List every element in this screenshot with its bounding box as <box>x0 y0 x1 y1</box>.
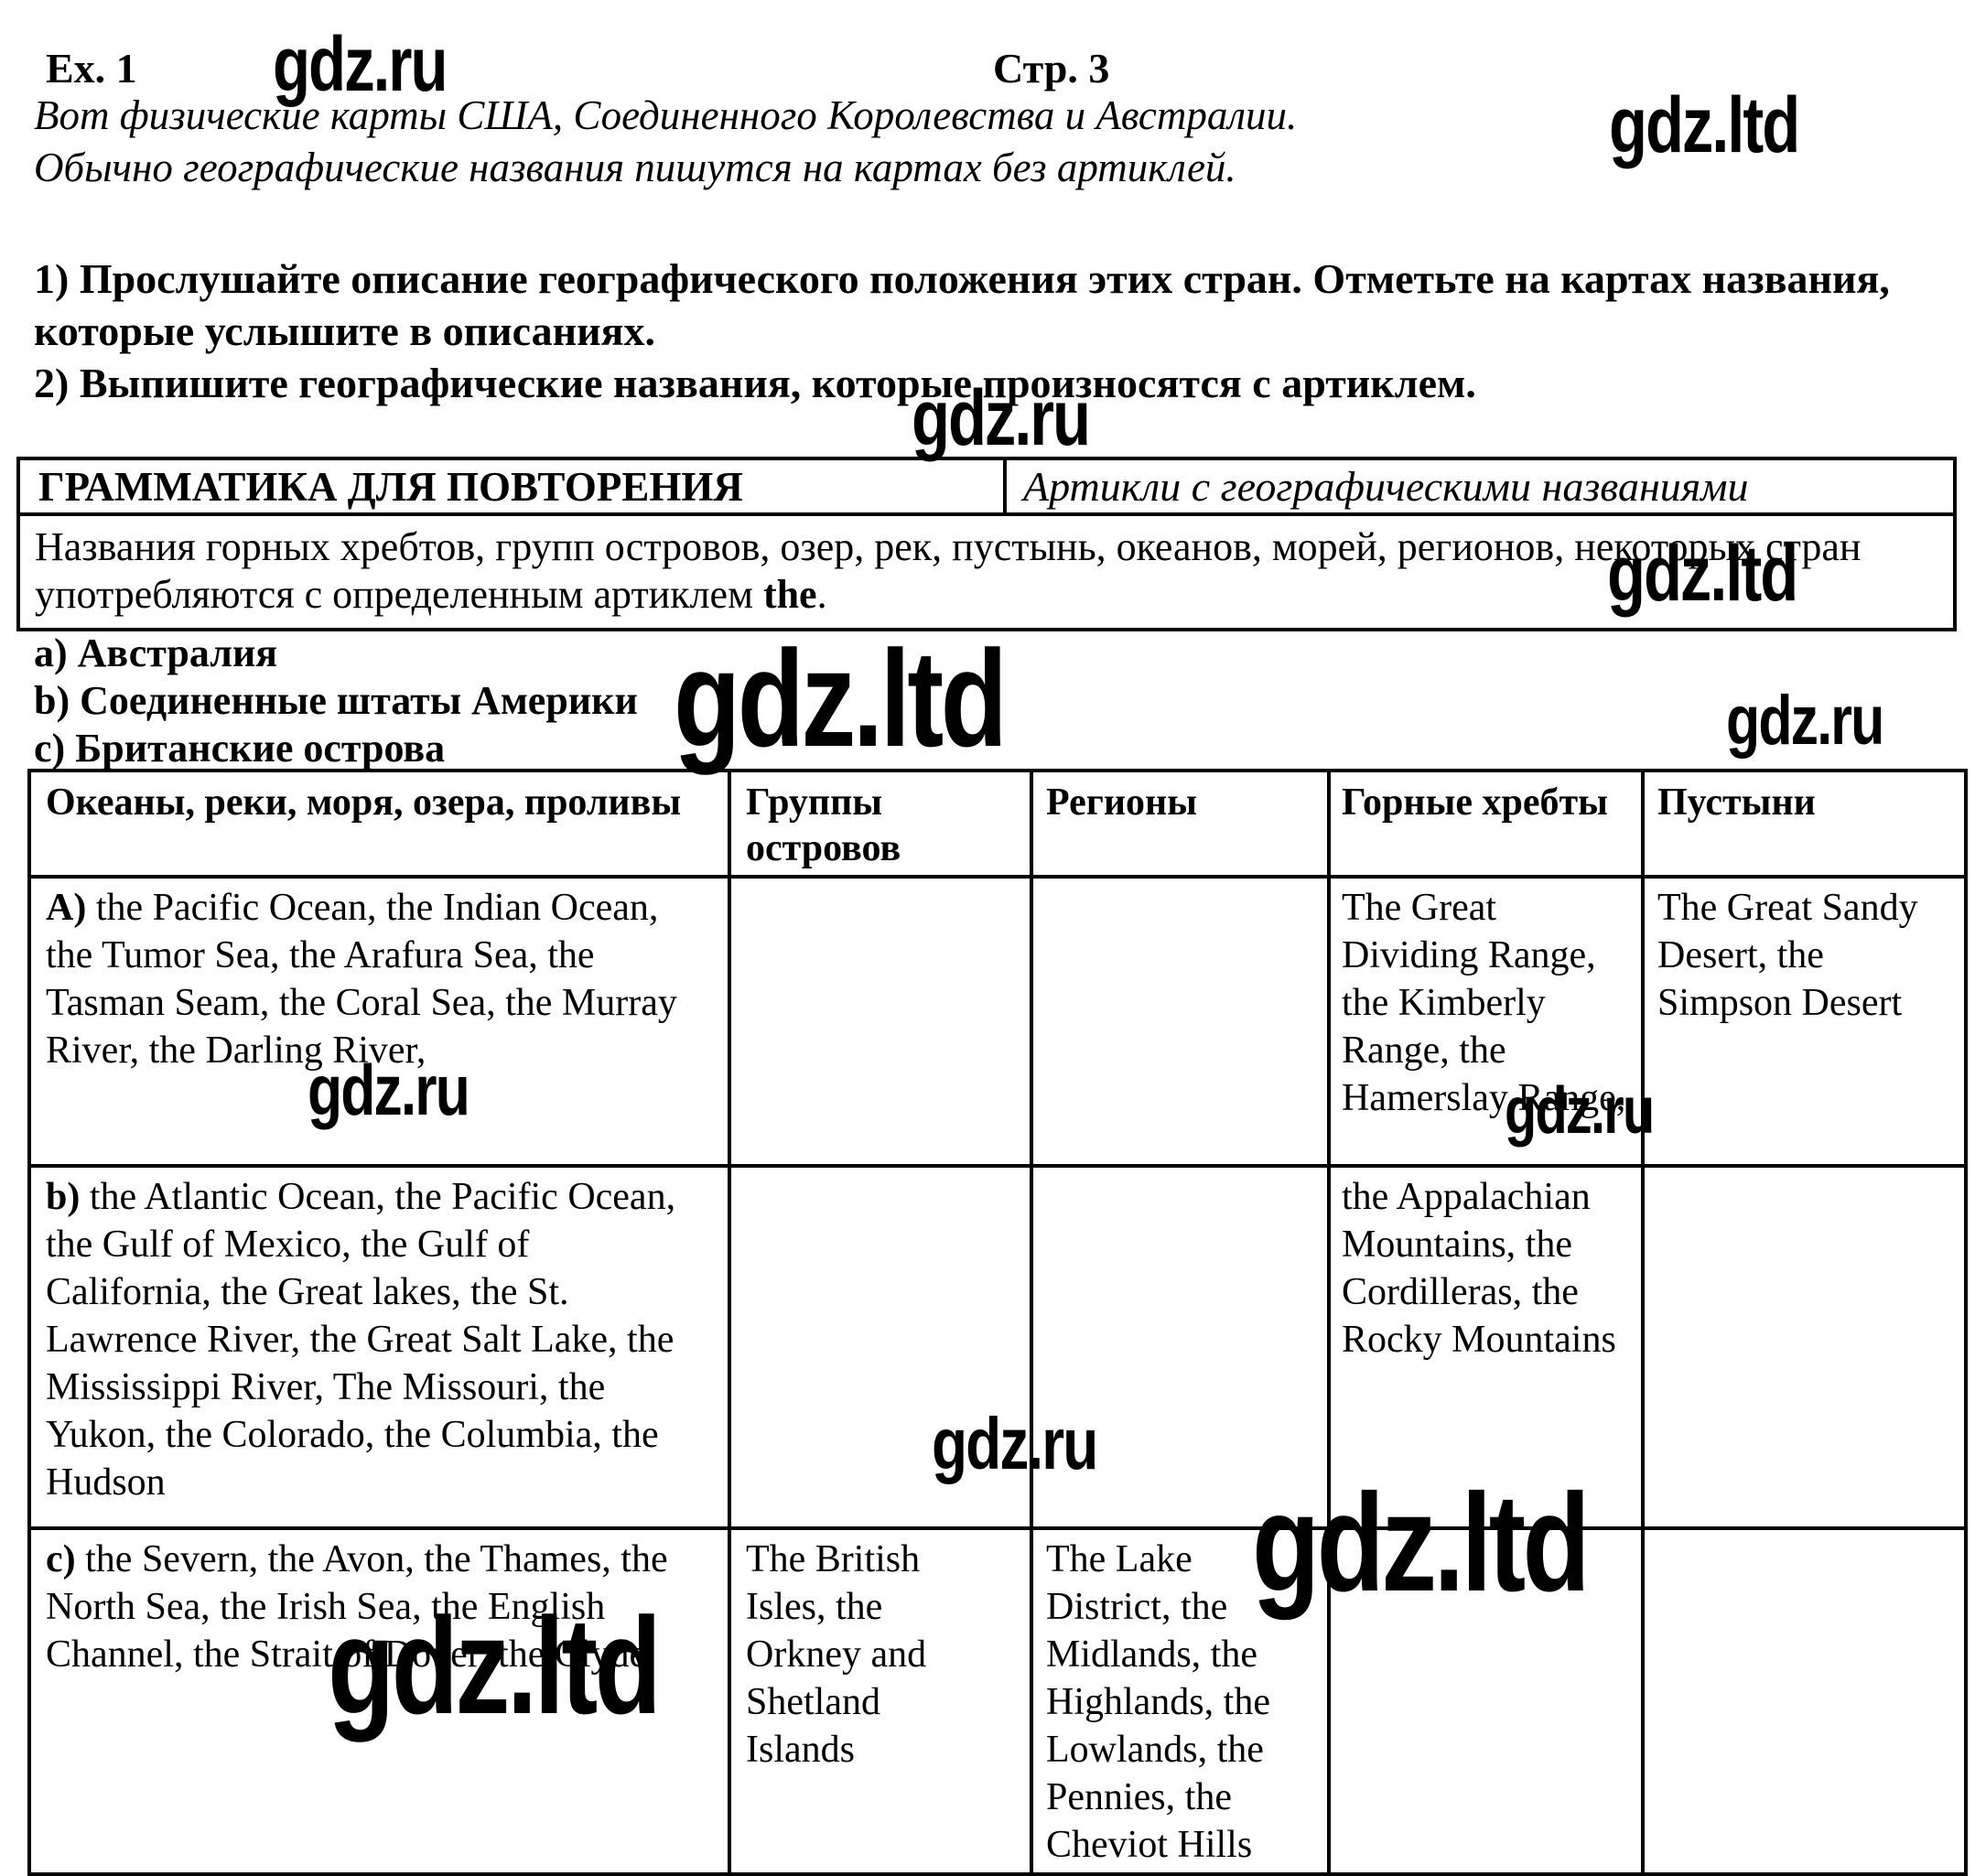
legend-item-a: a) Австралия <box>34 631 278 675</box>
column-header-oceans: Океаны, реки, моря, озера, проливы <box>31 772 731 879</box>
cell-regions-a <box>1033 879 1331 1168</box>
intro-text: Вот физические карты США, Соединенного К… <box>34 92 1298 190</box>
legend-item-b: b) Соединенные штаты Америки <box>34 678 638 723</box>
cell-island-groups-a <box>731 879 1033 1168</box>
cell-mountain-ranges-c <box>1331 1530 1645 1872</box>
cell-oceans-a: A) the Pacific Ocean, the Indian Ocean, … <box>31 879 731 1168</box>
cell-text: the Severn, the Avon, the Thames, the No… <box>46 1538 668 1676</box>
watermark-gdz-ltd: gdz.ltd <box>1252 1465 1591 1621</box>
grammar-rule-article: the <box>762 572 817 617</box>
cell-text: the Atlantic Ocean, the Pacific Ocean, t… <box>46 1176 676 1504</box>
cell-island-groups-b <box>731 1168 1033 1530</box>
watermark-gdz-ru: gdz.ru <box>1726 682 1884 760</box>
table-row-australia: A) the Pacific Ocean, the Indian Ocean, … <box>31 879 1964 1168</box>
watermark-gdz-ru: gdz.ru <box>932 1403 1098 1484</box>
legend-item-c: c) Британские острова <box>34 726 446 771</box>
page-number: Стр. 3 <box>993 45 1110 92</box>
table-row-usa: b) the Atlantic Ocean, the Pacific Ocean… <box>31 1168 1964 1530</box>
row-label-a: A) <box>46 887 87 929</box>
cell-mountain-ranges-a: The Great Dividing Range, the Kimberly R… <box>1331 879 1645 1168</box>
cell-deserts-a: The Great Sandy Desert, the Simpson Dese… <box>1645 879 1964 1168</box>
grammar-box-header: ГРАММАТИКА ДЛЯ ПОВТОРЕНИЯ Артикли с геог… <box>20 460 1953 516</box>
grammar-rule-text: Названия горных хребтов, групп островов,… <box>35 524 1862 617</box>
column-header-island-groups: Группы островов <box>731 772 1033 879</box>
grammar-box-title: ГРАММАТИКА ДЛЯ ПОВТОРЕНИЯ <box>20 460 1007 512</box>
cell-text: the Pacific Ocean, the Indian Ocean, the… <box>46 887 677 1072</box>
column-header-deserts: Пустыни <box>1645 772 1964 879</box>
cell-deserts-c <box>1645 1530 1964 1872</box>
exercise-number: Ex. 1 <box>46 45 137 92</box>
grammar-box-subtitle: Артикли с географическими названиями <box>1023 463 1749 510</box>
column-header-regions: Регионы <box>1033 772 1331 879</box>
table-row-british-isles: c) the Severn, the Avon, the Thames, the… <box>31 1530 1964 1872</box>
row-label-c: c) <box>46 1538 76 1580</box>
row-label-b: b) <box>46 1176 81 1218</box>
task-list: 1) Прослушайте описание географического … <box>34 253 1954 409</box>
task-1: 1) Прослушайте описание географического … <box>34 255 1890 354</box>
watermark-gdz-ltd: gdz.ltd <box>328 1589 662 1742</box>
cell-mountain-ranges-b: the Appalachian Mountains, the Cordiller… <box>1331 1168 1645 1530</box>
cell-island-groups-c: The British Isles, the Orkney and Shetla… <box>731 1530 1033 1872</box>
grammar-box-body: Названия горных хребтов, групп островов,… <box>20 516 1953 628</box>
grammar-box: ГРАММАТИКА ДЛЯ ПОВТОРЕНИЯ Артикли с геог… <box>16 457 1957 631</box>
column-header-mountain-ranges: Горные хребты <box>1331 772 1645 879</box>
document-page: Ex. 1 Стр. 3 Вот физические карты США, С… <box>16 21 1968 1876</box>
watermark-gdz-ltd: gdz.ltd <box>1609 81 1800 169</box>
cell-oceans-b: b) the Atlantic Ocean, the Pacific Ocean… <box>31 1168 731 1530</box>
country-legend: a) Австралия b) Соединенные штаты Америк… <box>34 630 638 772</box>
watermark-gdz-ru: gdz.ru <box>273 21 448 107</box>
watermark-gdz-ltd: gdz.ltd <box>1607 530 1798 618</box>
grammar-rule-period: . <box>816 572 827 617</box>
watermark-gdz-ru: gdz.ru <box>308 1050 470 1130</box>
task-2: 2) Выпишите географические названия, кот… <box>34 360 1476 406</box>
cell-oceans-c: c) the Severn, the Avon, the Thames, the… <box>31 1530 731 1872</box>
cell-regions-b <box>1033 1168 1331 1530</box>
table-header-row: Океаны, реки, моря, озера, проливы Групп… <box>31 772 1964 879</box>
watermark-gdz-ru: gdz.ru <box>1505 1074 1655 1148</box>
cell-deserts-b <box>1645 1168 1964 1530</box>
watermark-gdz-ltd: gdz.ltd <box>674 621 1008 775</box>
answers-table: Океаны, реки, моря, озера, проливы Групп… <box>27 769 1968 1876</box>
watermark-gdz-ru: gdz.ru <box>912 374 1091 462</box>
